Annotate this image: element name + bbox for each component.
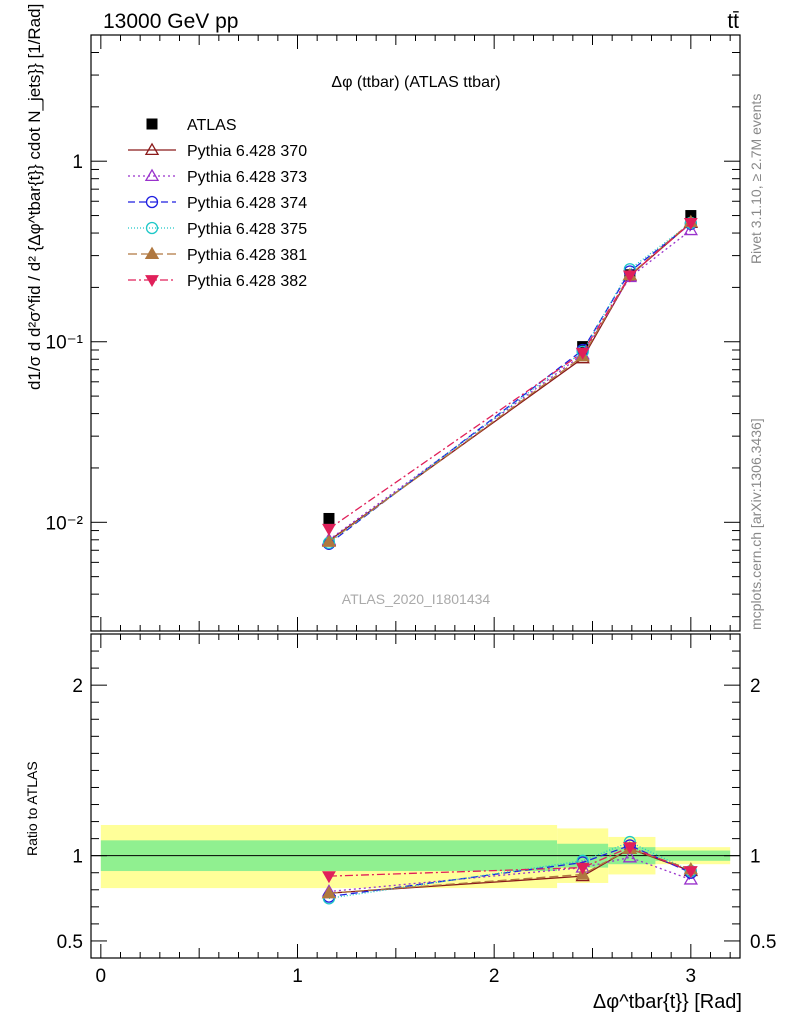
main-point-p382 <box>575 347 590 360</box>
legend-entry: Pythia 6.428 373 <box>128 168 307 186</box>
ratio-y-label: Ratio to ATLAS <box>24 761 40 856</box>
main-line-p382 <box>328 222 692 530</box>
legend-label: Pythia 6.428 382 <box>187 273 307 290</box>
legend-marker <box>144 142 160 156</box>
legend-entry: Pythia 6.428 382 <box>128 273 307 290</box>
ratio-point-p381 <box>321 885 337 899</box>
x-axis-label: Δφ^tbar{t}} [Rad] <box>593 991 742 1013</box>
legend-label: Pythia 6.428 370 <box>187 143 307 160</box>
ratio-x-tick-label: 3 <box>686 966 697 987</box>
ratio-panel: 0.5 0.5 1 1 2 2 0 1 2 3 Ratio to ATLAS Δφ^tbar{t}… <box>24 633 776 1013</box>
legend-label: Pythia 6.428 374 <box>187 195 307 212</box>
ratio-line-p373 <box>328 856 692 893</box>
ratio-x-tick-label: 0 <box>96 966 107 987</box>
legend-entry: Pythia 6.428 370 <box>128 142 307 160</box>
ratio-line-p382 <box>328 846 692 877</box>
rivet-label: Rivet 3.1.10, ≥ 2.7M events <box>748 94 764 264</box>
main-line-p375 <box>328 222 692 544</box>
main-y-tick-label: 10⁻¹ <box>46 333 84 354</box>
legend-label: Pythia 6.428 381 <box>187 247 307 264</box>
main-y-tick-label: 1 <box>72 152 83 173</box>
ratio-y-tick-label-right: 1 <box>750 847 761 868</box>
main-line-p381 <box>328 221 692 543</box>
main-point-p382 <box>622 270 637 283</box>
legend-marker <box>145 221 159 235</box>
legend-label: Pythia 6.428 373 <box>187 169 307 186</box>
main-series-p382 <box>322 218 698 536</box>
ratio-point-p382 <box>683 866 698 879</box>
process-label: tt̄ <box>727 10 739 33</box>
energy-label: 13000 GeV pp <box>103 10 238 33</box>
main-point-ATLAS <box>323 512 335 524</box>
legend: ATLAS Pythia 6.428 370 Pythia 6.428 373 Pyt… <box>128 117 307 290</box>
legend-marker <box>144 246 160 260</box>
ratio-point-p382 <box>575 862 590 875</box>
main-y-label: d1/σ d d²σ^fid / d² {Δφ^tbar{t}} cdot N_… <box>25 4 44 390</box>
ratio-y-tick-label-left: 0.5 <box>57 932 83 953</box>
legend-label: Pythia 6.428 375 <box>187 221 307 238</box>
main-title: Δφ (ttbar) (ATLAS ttbar) <box>331 74 500 91</box>
ratio-point-p373 <box>622 850 638 863</box>
legend-entry: Pythia 6.428 375 <box>128 221 307 238</box>
ratio-line-p374 <box>328 844 692 898</box>
ratio-line-p370 <box>328 848 692 894</box>
ratio-series-p382 <box>322 842 698 884</box>
ratio-y-tick-label-left: 1 <box>72 847 83 868</box>
ratio-x-tick-label: 2 <box>489 966 500 987</box>
main-point-p381 <box>321 534 337 547</box>
ratio-point-p382 <box>622 842 637 855</box>
main-point-p382 <box>322 523 336 536</box>
ratio-x-tick-label: 1 <box>292 966 303 987</box>
ratio-y-tick-label-right: 2 <box>750 676 761 697</box>
ratio-y-tick-label-left: 2 <box>72 676 83 697</box>
legend-entry: Pythia 6.428 374 <box>128 195 307 212</box>
ratio-point-p382 <box>322 871 336 884</box>
legend-entry: Pythia 6.428 381 <box>128 246 307 264</box>
main-panel: 10⁻² 10⁻¹ 1 Δφ (ttbar) (ATLAS ttbar) ATLAS… <box>25 4 741 632</box>
ratio-point-p373 <box>683 872 699 885</box>
main-watermark: ATLAS_2020_I1801434 <box>342 591 491 607</box>
legend-entry: ATLAS <box>146 117 237 134</box>
source-label: mcplots.cern.ch [arXiv:1306.3436] <box>748 418 764 630</box>
legend-marker <box>146 118 158 130</box>
main-point-p382 <box>683 218 698 230</box>
main-y-tick-label: 10⁻² <box>46 513 84 534</box>
legend-marker <box>145 275 159 288</box>
ratio-y-tick-label-right: 0.5 <box>750 932 776 953</box>
legend-marker <box>145 195 159 209</box>
main-point-p373 <box>683 222 699 236</box>
legend-marker <box>144 168 160 182</box>
legend-label: ATLAS <box>187 117 237 134</box>
